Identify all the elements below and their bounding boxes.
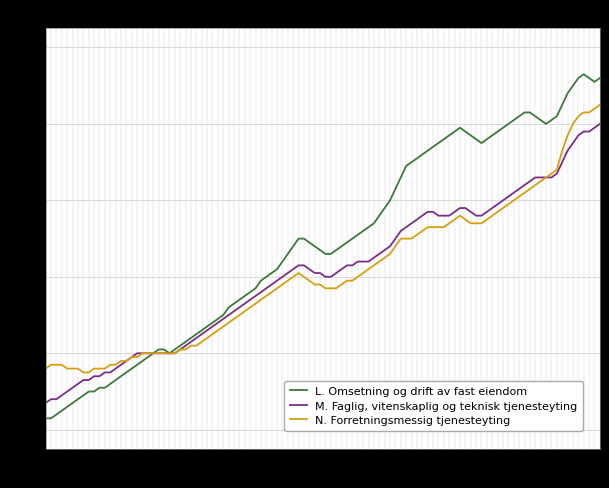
L. Omsetning og drift av fast eiendom (42, 415, 49, 421)
L. Omsetning og drift av fast eiendom (182, 339, 189, 345)
Legend: L. Omsetning og drift av fast eiendom, M. Faglig, vitenskaplig og teknisk tjenes: L. Omsetning og drift av fast eiendom, M… (284, 381, 583, 431)
L. Omsetning og drift av fast eiendom (575, 76, 582, 82)
N. Forretningsmessig tjenesteyting (80, 370, 87, 376)
Line: M. Faglig, vitenskaplig og teknisk tjenesteyting: M. Faglig, vitenskaplig og teknisk tjene… (46, 124, 600, 403)
M. Faglig, vitenskaplig og teknisk tjenesteyting (596, 122, 604, 127)
M. Faglig, vitenskaplig og teknisk tjenesteyting (317, 270, 324, 276)
L. Omsetning og drift av fast eiendom (596, 76, 604, 82)
L. Omsetning og drift av fast eiendom (317, 247, 324, 253)
N. Forretningsmessig tjenesteyting (209, 331, 216, 337)
N. Forretningsmessig tjenesteyting (58, 362, 66, 368)
N. Forretningsmessig tjenesteyting (322, 286, 329, 292)
M. Faglig, vitenskaplig og teknisk tjenesteyting (42, 400, 49, 406)
N. Forretningsmessig tjenesteyting (596, 102, 604, 108)
N. Forretningsmessig tjenesteyting (42, 366, 49, 372)
M. Faglig, vitenskaplig og teknisk tjenesteyting (203, 328, 211, 334)
Line: L. Omsetning og drift av fast eiendom: L. Omsetning og drift av fast eiendom (46, 75, 600, 418)
N. Forretningsmessig tjenesteyting (553, 167, 560, 173)
N. Forretningsmessig tjenesteyting (188, 343, 195, 349)
M. Faglig, vitenskaplig og teknisk tjenesteyting (547, 175, 555, 181)
L. Omsetning og drift av fast eiendom (58, 408, 66, 414)
M. Faglig, vitenskaplig og teknisk tjenesteyting (182, 343, 189, 349)
N. Forretningsmessig tjenesteyting (580, 110, 587, 116)
Line: N. Forretningsmessig tjenesteyting: N. Forretningsmessig tjenesteyting (46, 105, 600, 373)
L. Omsetning og drift av fast eiendom (547, 118, 555, 124)
L. Omsetning og drift av fast eiendom (203, 324, 211, 330)
M. Faglig, vitenskaplig og teknisk tjenesteyting (575, 133, 582, 139)
M. Faglig, vitenskaplig og teknisk tjenesteyting (58, 393, 66, 399)
L. Omsetning og drift av fast eiendom (580, 72, 587, 78)
